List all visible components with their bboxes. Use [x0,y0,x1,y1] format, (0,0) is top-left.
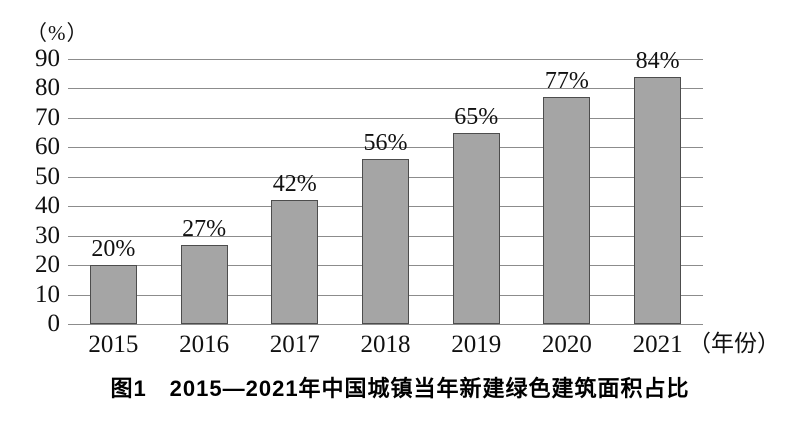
bar-value-label: 77% [544,68,589,95]
y-axis-tick-label: 70 [35,103,60,131]
y-axis-tick-label: 20 [35,251,60,279]
x-axis-tick-label: 2020 [541,331,592,358]
x-axis-tick-label: 2016 [179,331,230,358]
x-axis-tick-label: 2021 [632,331,683,358]
x-axis-tick-label: 2019 [451,331,502,358]
y-axis-tick-label: 40 [35,192,60,220]
y-axis-unit-label: （%） [26,21,89,45]
bar-2016 [180,244,228,324]
bar-value-label: 65% [454,103,499,130]
figure-caption: 图1 2015—2021年中国城镇当年新建绿色建筑面积占比 [110,376,690,401]
y-axis-tick-label: 60 [35,133,60,161]
y-axis-tick-label: 50 [35,162,60,190]
x-axis-tick-label: 2018 [360,331,411,358]
gridline-90 [68,59,703,60]
x-axis-tick-label: 2015 [88,331,139,358]
y-axis-tick-label: 90 [35,45,60,72]
bar-value-label: 42% [272,171,317,198]
bar-2019 [452,132,500,324]
y-axis-tick-label: 10 [35,280,60,308]
gridline-80 [68,88,703,90]
plot-area: 20% 2015 27% 2016 42% 2017 56% 2018 65% 2019 77% 20… [68,48,703,358]
x-axis-unit-label: （年份） [688,331,780,356]
gridline-60 [68,147,703,149]
y-axis-tick-label: 30 [35,221,60,249]
bar-2015 [89,265,137,324]
y-axis-tick-label: 0 [47,310,61,337]
bar-value-label: 27% [182,215,227,242]
gridline-70 [68,117,703,119]
bar-2020 [543,97,591,324]
bar-value-label: 56% [363,130,408,157]
bar-value-label: 20% [91,236,136,263]
bar-2018 [362,159,409,324]
gridline-0 [68,324,703,325]
y-axis-tick-label: 80 [35,74,60,102]
bar-2021 [634,76,682,324]
bar-2017 [271,200,319,324]
x-axis-tick-label: 2017 [269,331,320,358]
bar-value-label: 84% [635,47,680,74]
